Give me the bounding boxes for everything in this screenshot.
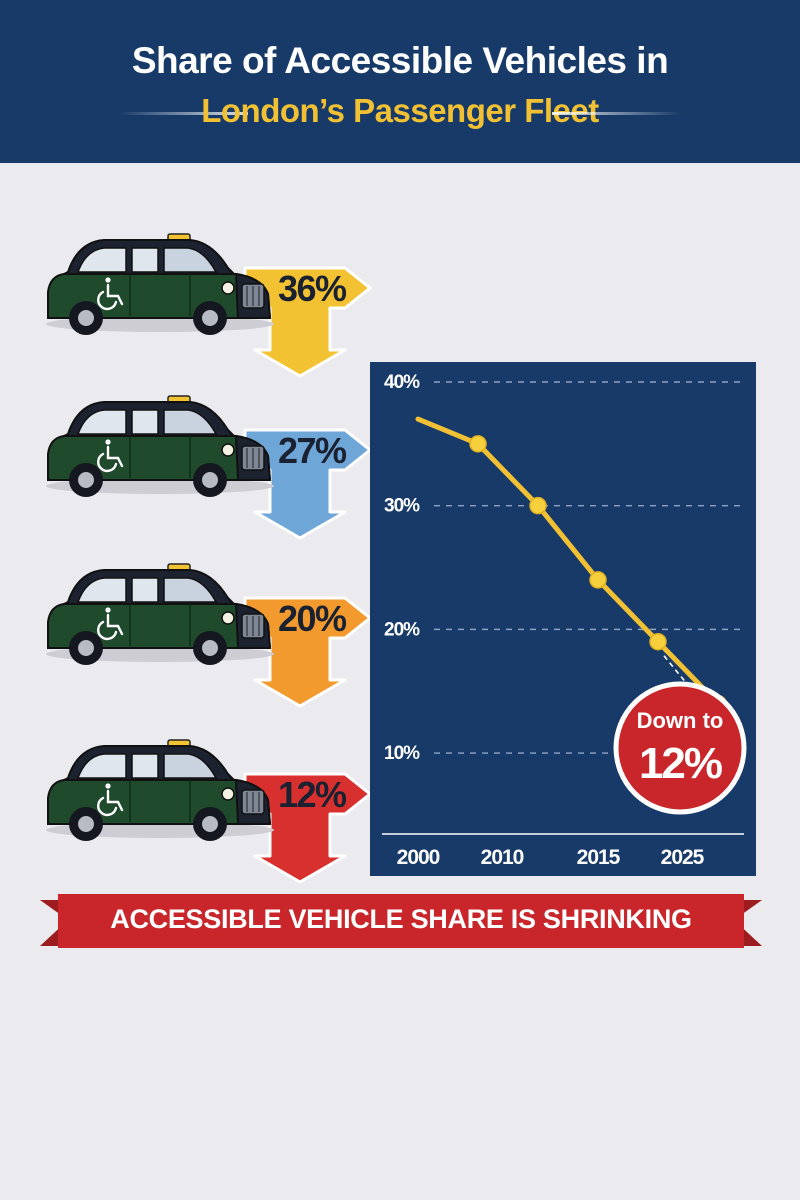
taxi-row-1: 36% <box>40 228 380 388</box>
percentage-label: 20% <box>278 598 347 639</box>
taxi-graphic <box>46 739 372 884</box>
series-line <box>415 416 661 645</box>
y-tick-label: 10% <box>384 743 420 764</box>
y-tick-label: 40% <box>384 372 420 393</box>
taxi-row-3: 20% <box>40 558 380 718</box>
data-point <box>589 571 607 589</box>
taxi-icon <box>46 563 274 665</box>
data-point <box>649 632 667 651</box>
taxi-graphic <box>46 563 372 708</box>
callout-pointer <box>663 655 717 721</box>
taxi-graphic <box>46 395 372 540</box>
y-tick-label: 30% <box>384 496 420 517</box>
callout-badge: Down to 12% <box>613 681 747 815</box>
x-tick-label: 2015 <box>577 846 621 869</box>
x-tick-label: 2000 <box>397 846 440 869</box>
wheelchair-icon <box>97 277 124 311</box>
line-chart-panel: 10% 20% 30% 40% 2000 2010 2015 2025 Down to 12% <box>370 362 756 876</box>
title-rule-left <box>118 112 248 115</box>
percentage-label: 12% <box>278 774 347 815</box>
banner-text: ACCESSIBLE VEHICLE SHARE IS SHRINKING <box>110 904 692 934</box>
callout-value: 12% <box>639 739 722 788</box>
taxi-icon <box>46 395 274 497</box>
page-subtitle: London’s Passenger Fleet <box>201 92 599 129</box>
wheelchair-icon <box>97 439 124 473</box>
page-title: Share of Accessible Vehicles in <box>131 40 669 81</box>
data-point <box>469 435 487 453</box>
taxi-graphic <box>46 233 372 378</box>
x-tick-label: 2010 <box>481 846 524 869</box>
wheelchair-icon <box>97 783 124 817</box>
line-chart: 10% 20% 30% 40% 2000 2010 2015 2025 Down to 12% <box>382 372 747 869</box>
wheelchair-icon <box>97 607 124 641</box>
bottom-banner: ACCESSIBLE VEHICLE SHARE IS SHRINKING <box>40 890 762 956</box>
x-tick-label: 2025 <box>661 846 705 869</box>
percentage-label: 27% <box>278 430 347 471</box>
y-tick-label: 20% <box>384 619 420 640</box>
title-rule-right <box>552 112 682 115</box>
taxi-icon <box>46 233 274 335</box>
callout-line1: Down to <box>637 708 724 733</box>
taxi-row-2: 27% <box>40 390 380 550</box>
data-point <box>529 496 547 515</box>
percentage-label: 36% <box>278 268 347 309</box>
taxi-icon <box>46 739 274 841</box>
taxi-row-4: 12% <box>40 734 380 894</box>
header: Share of Accessible Vehicles in London’s… <box>0 0 800 163</box>
